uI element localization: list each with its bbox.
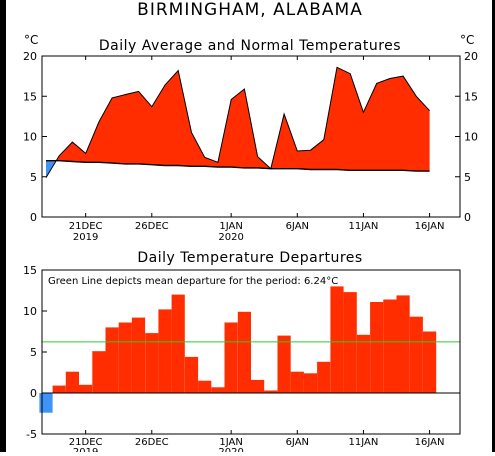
departure-bar-8 (145, 333, 159, 393)
departure-bar-23 (343, 292, 357, 393)
panel1-ytick-label-right: 15 (464, 90, 478, 103)
panel1-ytick-label-right: 10 (464, 131, 478, 144)
departure-bar-5 (105, 327, 119, 393)
panel1-ytick-label-right: 5 (464, 171, 471, 184)
departure-bar-10 (171, 294, 185, 393)
departure-bar-11 (184, 356, 199, 393)
panel1-xtick-label: 16JAN (415, 221, 445, 232)
panel2-xtick-sublabel: 2019 (73, 447, 98, 452)
departure-bar-18 (277, 335, 291, 393)
panel2-xtick-label: 26DEC (135, 437, 169, 448)
panel2-xtick-label: 21DEC (69, 437, 103, 448)
average-temperature-line (45, 66, 430, 178)
panel1-title: Daily Average and Normal Temperatures (99, 38, 401, 54)
above-normal-area-1 (56, 67, 430, 172)
panel2-ytick-label: 15 (23, 264, 37, 277)
right-border (492, 0, 495, 452)
departure-bar-21 (317, 361, 331, 393)
panel2-xtick-label: 16JAN (415, 437, 445, 448)
panel2-ytick-label: 5 (30, 346, 37, 359)
panel1-xtick-label: 11JAN (349, 221, 379, 232)
chart-main-title: BIRMINGHAM, ALABAMA (137, 0, 363, 20)
panel1-ytick-label-left: 20 (23, 50, 37, 63)
panel1-ytick-label-right: 0 (464, 211, 471, 224)
panel2-ytick-label: -5 (26, 428, 37, 441)
departure-bar-2 (65, 371, 79, 393)
panel1-ytick-label-left: 10 (23, 131, 37, 144)
panel2-ytick-label: 10 (23, 305, 37, 318)
departure-bar-3 (79, 384, 93, 393)
departure-bar-24 (356, 334, 370, 393)
departure-bar-1 (52, 385, 66, 393)
normal-temperature-line (46, 159, 430, 172)
departure-bar-16 (251, 379, 265, 393)
panel1-ytick-label-right: 20 (464, 50, 478, 63)
departure-bar-12 (198, 380, 212, 393)
panel1-ytick-label-left: 0 (30, 211, 37, 224)
panel1-xtick-sublabel: 2019 (73, 232, 98, 243)
departure-bar-14 (224, 322, 238, 393)
departure-bar-0 (39, 393, 53, 413)
departure-bar-26 (383, 299, 397, 393)
departure-bar-7 (131, 317, 146, 393)
departure-bar-6 (118, 322, 132, 393)
panel2-xtick-label: 1JAN (219, 437, 242, 448)
panel1-xtick-label: 6JAN (286, 221, 309, 232)
panel1-right-unit: °C (460, 33, 474, 47)
panel1-left-unit: °C (24, 33, 38, 47)
panel2-xtick-sublabel: 2020 (218, 447, 243, 452)
panel2-xtick-label: 6JAN (286, 437, 309, 448)
departure-bar-25 (370, 302, 384, 393)
panel2-title: Daily Temperature Departures (137, 250, 362, 266)
panel2-xtick-label: 11JAN (349, 437, 379, 448)
departure-bar-4 (92, 351, 106, 393)
departure-bar-29 (423, 331, 437, 393)
departure-bar-20 (303, 373, 318, 393)
departure-bar-22 (330, 286, 344, 393)
departure-bar-28 (409, 316, 423, 393)
left-border (0, 0, 6, 452)
departure-bar-13 (211, 387, 225, 393)
departure-bar-19 (290, 371, 304, 393)
panel1-xtick-label: 21DEC (69, 221, 103, 232)
mean-departure-annotation: Green Line depicts mean departure for th… (48, 276, 338, 287)
panel1-ytick-label-left: 15 (23, 90, 37, 103)
departure-bar-17 (264, 390, 278, 393)
panel1-xtick-label: 1JAN (219, 221, 242, 232)
panel1-xtick-sublabel: 2020 (218, 232, 243, 243)
panel1-xtick-label: 26DEC (135, 221, 169, 232)
panel1-ytick-label-left: 5 (30, 171, 37, 184)
panel2-ytick-label: 0 (30, 387, 37, 400)
departure-bar-15 (237, 311, 251, 393)
departure-bar-27 (396, 295, 410, 393)
departure-bar-9 (158, 309, 172, 393)
panel2-plot: Green Line depicts mean departure for th… (23, 264, 461, 456)
